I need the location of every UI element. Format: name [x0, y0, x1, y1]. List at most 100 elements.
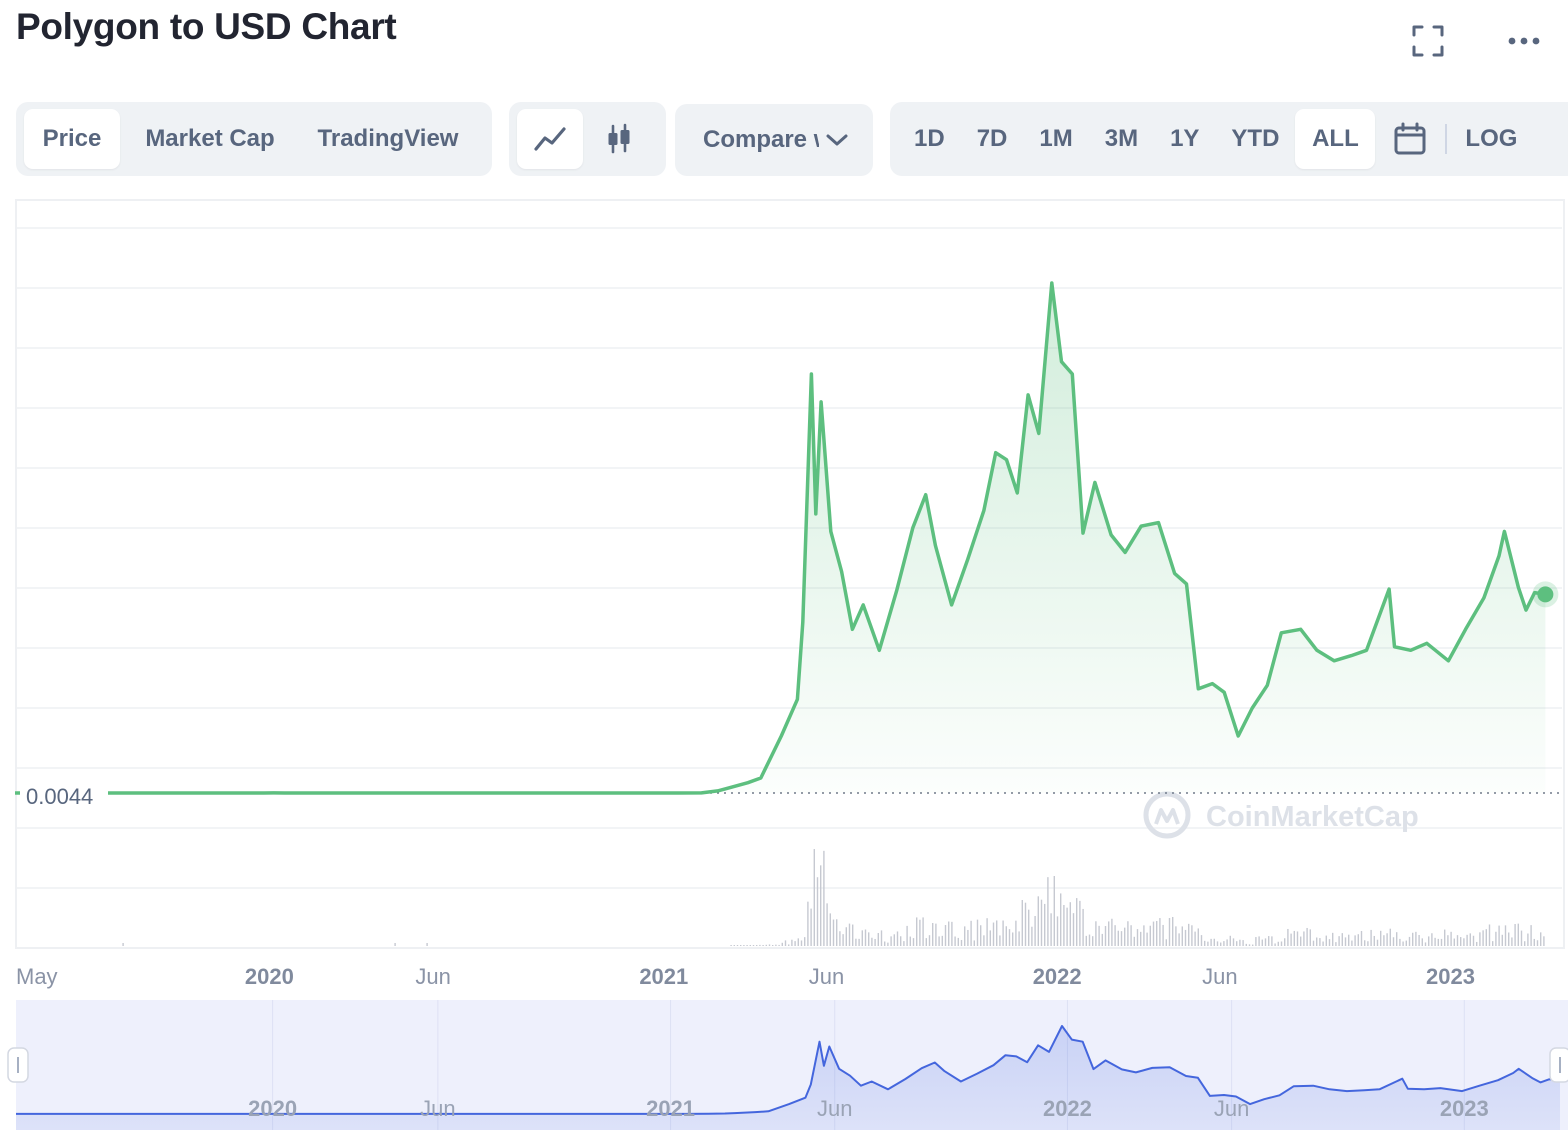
volume-bar	[1159, 918, 1161, 946]
range-ytd[interactable]: YTD	[1231, 125, 1280, 152]
volume-bar	[1389, 928, 1391, 946]
last-price-marker[interactable]	[1537, 586, 1554, 603]
volume-bar	[1063, 905, 1065, 946]
range-7d[interactable]: 7D	[976, 125, 1008, 152]
price-line	[15, 281, 1546, 795]
x-tick-label: 2023	[1426, 964, 1475, 989]
coinmarketcap-logo-icon	[1143, 791, 1191, 839]
price-label-bg	[20, 780, 108, 814]
volume-bar	[746, 945, 748, 946]
tab-market-cap[interactable]: Market Cap	[145, 125, 275, 152]
volume-bar	[951, 921, 953, 946]
volume-bar	[999, 935, 1001, 946]
volume-bar	[800, 940, 803, 946]
volume-bar	[1482, 930, 1484, 946]
volume-bar	[788, 944, 790, 946]
volume-bar	[880, 930, 883, 946]
volume-bar	[1181, 926, 1183, 946]
volume-bar	[1328, 939, 1331, 946]
volume-bar	[1444, 929, 1446, 946]
volume-bar	[1344, 937, 1347, 946]
volume-bar	[122, 943, 124, 946]
volume-bar	[1021, 900, 1023, 946]
log-scale-toggle[interactable]: LOG	[1465, 125, 1518, 152]
watermark: CoinMarketCap	[1143, 791, 1419, 839]
volume-bar	[1341, 933, 1343, 946]
volume-bar	[1466, 934, 1468, 946]
volume-bar	[909, 936, 911, 946]
volume-bar	[1447, 935, 1449, 946]
volume-bar	[986, 918, 988, 946]
candlestick-chart-button[interactable]	[583, 109, 655, 169]
volume-bar	[1056, 916, 1059, 946]
navigator-handle-left[interactable]	[7, 1047, 29, 1083]
coinmarketcap-logo-mark	[1154, 808, 1180, 825]
volume-bar	[1242, 940, 1244, 946]
volume-bar	[1002, 920, 1004, 946]
volume-bar	[980, 925, 982, 946]
volume-bar	[1300, 936, 1302, 946]
volume-bar	[1463, 938, 1465, 946]
range-1d[interactable]: 1D	[914, 125, 945, 152]
volume-bar	[1498, 925, 1500, 946]
range-3m[interactable]: 3M	[1104, 125, 1139, 152]
volume-bar	[765, 944, 767, 946]
volume-bar	[1082, 908, 1084, 946]
volume-bar	[1495, 931, 1497, 946]
range-1m[interactable]: 1M	[1039, 125, 1073, 152]
tab-tradingview[interactable]: TradingView	[317, 125, 459, 152]
volume-bar	[1488, 924, 1491, 946]
volume-bar	[916, 917, 918, 946]
view-tabs: Price Market Cap TradingView	[16, 102, 492, 176]
more-options-button[interactable]	[1499, 16, 1549, 66]
volume-bar	[1015, 920, 1017, 946]
volume-bar	[826, 903, 828, 946]
volume-bar	[1392, 937, 1395, 946]
volume-bar	[1018, 931, 1020, 946]
tab-price[interactable]: Price	[24, 109, 120, 169]
volume-bar	[1402, 941, 1404, 946]
volume-bar	[1319, 938, 1321, 946]
range-1y[interactable]: 1Y	[1170, 125, 1200, 152]
volume-bar	[1367, 941, 1369, 946]
volume-bar	[1072, 913, 1075, 946]
volume-bar	[1303, 931, 1305, 946]
volume-bar	[1108, 921, 1110, 946]
volume-bar	[1034, 916, 1036, 946]
volume-bar	[1316, 937, 1318, 946]
volume-bar	[1476, 941, 1478, 946]
volume-bar	[1028, 909, 1030, 946]
volume-bar	[733, 945, 735, 946]
volume-bar	[845, 927, 847, 946]
volume-bar	[1351, 940, 1353, 946]
price-area-fill	[15, 283, 1546, 793]
volume-bar	[1229, 935, 1231, 946]
volume-bar	[1306, 927, 1308, 946]
fullscreen-button[interactable]	[1403, 16, 1453, 66]
volume-bar	[1165, 939, 1167, 946]
range-all[interactable]: ALL	[1295, 109, 1376, 169]
volume-bar	[1188, 923, 1190, 946]
volume-bar	[1239, 939, 1241, 946]
volume-bar	[1140, 931, 1142, 946]
fullscreen-icon	[1412, 25, 1444, 57]
navigator-tick-label: Jun	[1214, 1096, 1249, 1121]
line-chart-button[interactable]	[517, 109, 583, 169]
volume-bar	[816, 877, 819, 946]
navigator-handle-right[interactable]	[1549, 1047, 1568, 1083]
volume-bar	[1098, 925, 1100, 946]
volume-bar	[1280, 941, 1283, 946]
time-range-tabs: 1D 7D 1M 3M 1Y YTD ALL LOG	[890, 102, 1568, 176]
watermark-text: CoinMarketCap	[1206, 801, 1419, 833]
navigator-tick-label: 2020	[248, 1096, 297, 1121]
toolbar-divider	[1445, 124, 1448, 154]
compare-dropdown[interactable]: Compare with	[675, 104, 873, 176]
volume-bar	[852, 924, 854, 946]
volume-bar	[740, 945, 742, 946]
x-tick-label: 2021	[639, 964, 688, 989]
calendar-button[interactable]	[1375, 109, 1435, 169]
volume-bar	[1504, 925, 1507, 946]
volume-bar	[1501, 934, 1503, 946]
volume-bar	[1383, 935, 1385, 946]
volume-bar	[1156, 920, 1158, 946]
